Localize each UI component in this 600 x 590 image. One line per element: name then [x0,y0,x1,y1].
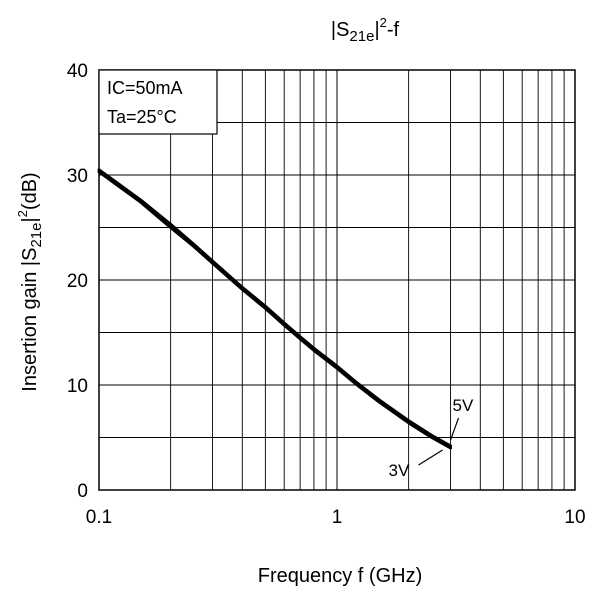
y-tick-label: 40 [67,61,88,82]
conditions-box-frame [98,69,218,135]
y-label-post2: (dB) [19,172,41,210]
conditions-box: IC=50mA Ta=25°C [98,69,218,135]
annotation-leader-3v [418,449,443,466]
y-tick-label: 20 [67,271,88,292]
series-line-5v [97,168,453,448]
series-annotations: 5V 3V [389,396,474,480]
annotation-3v: 3V [389,461,410,480]
y-tick-label: 10 [67,376,88,397]
x-axis-label: Frequency f (GHz) [258,565,422,587]
plot-lines [97,168,453,450]
y-label-base: Insertion gain |S [19,248,41,392]
chart-title-post2: -f [387,19,400,41]
y-tick-label: 30 [67,166,88,187]
chart-title: |S21e|2-f [331,15,400,45]
x-tick-label: 1 [332,507,343,528]
plot-frame [98,69,576,491]
x-tick-label: 10 [564,507,585,528]
y-axis-label: Insertion gain |S21e|2(dB) [15,172,45,391]
chart-title-sub: 21e [349,28,374,45]
condition-ic: IC=50mA [107,78,183,98]
y-label-sup: 2 [15,210,30,217]
condition-ta: Ta=25°C [107,107,177,127]
chart-title-sup: 2 [380,15,387,30]
annotation-5v: 5V [453,396,474,415]
tick-labels: 0.1 1 10 0 10 20 30 40 [67,61,586,528]
x-tick-label: 0.1 [86,507,112,528]
y-label-post1: | [19,217,41,222]
series-line-3v [97,170,453,450]
y-tick-label: 0 [77,481,88,502]
annotation-leader-5v [449,417,460,441]
chart-title-post1: | [374,19,379,41]
y-label-sub: 21e [28,223,45,248]
chart-title-base: |S [331,19,350,41]
